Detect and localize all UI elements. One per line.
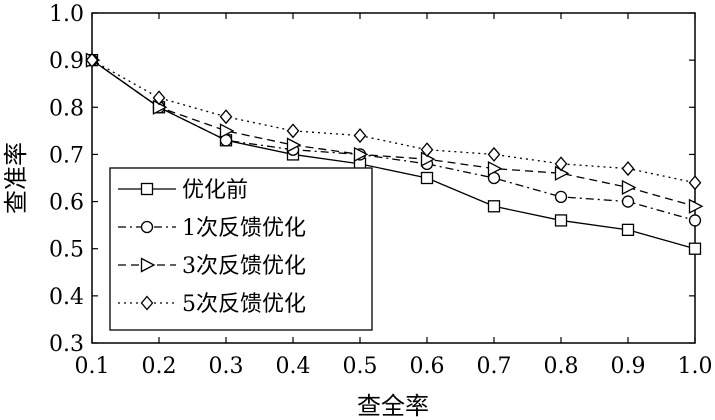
y-tick-label: 0.8 <box>49 96 84 121</box>
data-point <box>688 198 704 214</box>
y-tick-label: 0.9 <box>49 49 84 74</box>
data-point <box>286 137 302 153</box>
data-point <box>353 146 369 162</box>
legend-label: 优化前 <box>182 178 248 203</box>
data-point <box>85 52 99 68</box>
x-tick-label: 0.9 <box>611 354 646 379</box>
x-tick-label: 0.2 <box>142 354 177 379</box>
x-tick-label: 1.0 <box>678 354 713 379</box>
x-tick-label: 0.8 <box>544 354 579 379</box>
data-point <box>688 242 702 255</box>
x-tick-label: 0.3 <box>209 354 244 379</box>
legend-label: 5次反馈优化 <box>182 292 306 317</box>
data-point <box>688 175 702 191</box>
y-tick-label: 1.0 <box>49 2 84 27</box>
series-line <box>91 59 696 184</box>
x-tick-label: 0.1 <box>75 354 110 379</box>
axis-ticks: 0.1 0.2 0.3 0.4 0.5 0.6 0.7 0.8 0.9 1.0 0.3 0.4 0.5 0… <box>49 2 713 379</box>
data-point <box>152 90 166 106</box>
y-tick-label: 0.3 <box>49 332 84 357</box>
data-point <box>688 214 702 227</box>
data-point <box>219 109 233 125</box>
data-point <box>420 171 434 185</box>
series-line <box>91 59 696 222</box>
data-point <box>487 161 503 177</box>
legend: 优化前 1次反馈优化 3次反馈优化 5次反馈优化 <box>109 167 373 331</box>
series-4 <box>85 52 702 191</box>
legend-box <box>109 167 373 331</box>
data-point <box>487 146 501 162</box>
y-axis-title: 查准率 <box>2 142 30 214</box>
x-tick-label: 0.7 <box>477 354 512 379</box>
data-point <box>554 190 568 204</box>
y-tick-label: 0.6 <box>49 191 84 216</box>
x-tick-label: 0.4 <box>276 354 311 379</box>
y-tick-label: 0.5 <box>49 238 84 263</box>
data-point <box>554 214 568 227</box>
data-point <box>621 223 635 237</box>
y-tick-label: 0.4 <box>49 285 84 310</box>
data-point <box>219 123 235 139</box>
y-tick-label: 0.7 <box>49 143 84 168</box>
data-point <box>621 195 635 208</box>
legend-marker <box>140 295 154 311</box>
x-axis-title: 查全率 <box>357 392 429 420</box>
data-point <box>353 128 367 144</box>
data-point <box>286 123 300 139</box>
series-line <box>91 59 696 250</box>
data-point <box>420 142 434 158</box>
legend-label: 1次反馈优化 <box>182 216 306 241</box>
x-tick-label: 0.5 <box>343 354 378 379</box>
legend-marker <box>140 257 156 273</box>
legend-label: 3次反馈优化 <box>182 254 306 279</box>
data-point <box>487 200 501 213</box>
series-line <box>91 59 696 207</box>
series-layer <box>85 52 704 255</box>
legend-marker <box>140 220 154 234</box>
data-point <box>621 179 637 195</box>
legend-marker <box>140 182 154 196</box>
data-point <box>554 156 568 172</box>
x-tick-label: 0.6 <box>410 354 445 379</box>
data-point <box>621 161 635 177</box>
